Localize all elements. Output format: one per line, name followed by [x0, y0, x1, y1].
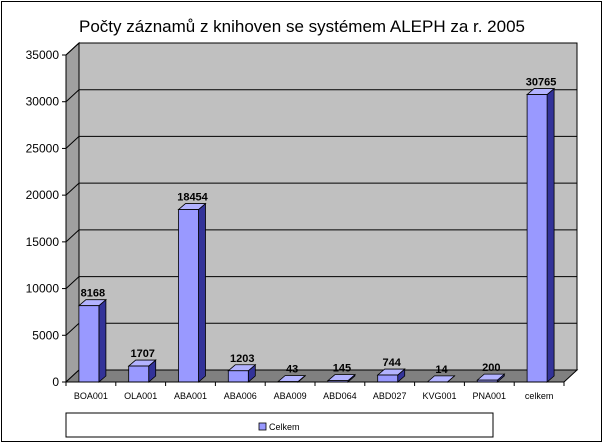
- legend-box: [65, 412, 494, 438]
- x-tick-label: OLA001: [124, 391, 157, 401]
- y-tick-label: 10000: [26, 282, 60, 296]
- x-tick-label: celkem: [525, 391, 554, 401]
- y-axis-ticks: 0 5000 10000 15000 20000 25000 30000 35000: [26, 48, 67, 389]
- bar: [376, 368, 406, 383]
- bar: [526, 87, 556, 383]
- gridline-side: [65, 276, 80, 289]
- data-label: 43: [286, 364, 298, 376]
- x-axis-ticks: BOA001 OLA001 ABA001 ABA006 ABA009 ABD064 ABD0…: [65, 381, 565, 401]
- legend: Celkem: [65, 412, 494, 438]
- y-tick-label: 15000: [26, 235, 60, 249]
- gridline-side: [65, 42, 80, 56]
- bars: [77, 87, 556, 383]
- bar-front: [178, 209, 199, 383]
- y-tick-label: 0: [52, 375, 59, 389]
- x-tick-label: ABA006: [224, 391, 257, 401]
- side-wall: [65, 41, 80, 384]
- gridlines: [65, 42, 577, 336]
- gridline-side: [65, 182, 80, 196]
- bar: [127, 359, 157, 383]
- bar-front: [526, 94, 548, 383]
- y-tick-label: 30000: [26, 95, 60, 109]
- y-tick-label: 5000: [32, 328, 59, 342]
- chart-title: Počty záznamů z knihoven se systémem ALE…: [79, 17, 525, 36]
- data-label: 200: [482, 362, 500, 374]
- gridline-side: [65, 322, 80, 336]
- legend-label: Celkem: [269, 422, 300, 432]
- x-tick-label: ABA001: [174, 391, 207, 401]
- bar-side: [98, 298, 107, 383]
- legend-swatch: [258, 422, 267, 431]
- x-tick-label: KVG001: [422, 391, 456, 401]
- x-tick-label: ABD027: [373, 391, 407, 401]
- data-label: 1203: [230, 353, 254, 365]
- bar-front: [78, 305, 100, 383]
- plot-walls: [64, 41, 579, 384]
- x-tick-label: ABA009: [274, 391, 307, 401]
- data-label: 30765: [526, 77, 557, 89]
- back-wall: [78, 42, 578, 371]
- bar: [326, 373, 356, 383]
- data-labels: 8168 1707 18454 1203 43 145 744 14 200 30765: [81, 77, 557, 376]
- data-label: 1707: [130, 348, 154, 360]
- bar: [227, 363, 257, 383]
- data-label: 14: [435, 364, 448, 376]
- bar: [476, 373, 506, 383]
- gridline-side: [65, 229, 80, 243]
- x-tick-label: BOA001: [74, 391, 108, 401]
- data-label: 145: [333, 363, 351, 375]
- x-tick-label: ABD064: [323, 391, 357, 401]
- bar-front: [377, 374, 399, 383]
- data-label: 744: [383, 357, 402, 369]
- x-tick-label: PNA001: [473, 391, 507, 401]
- y-tick-label: 35000: [26, 48, 60, 62]
- gridline-side: [65, 136, 80, 149]
- bar: [177, 202, 207, 383]
- gridline-side: [65, 89, 80, 103]
- bar-front: [227, 370, 249, 383]
- bar-side: [546, 87, 555, 383]
- y-tick-label: 25000: [26, 141, 60, 155]
- data-label: 8168: [81, 288, 105, 300]
- data-label: 18454: [177, 192, 208, 204]
- bar-front: [128, 365, 150, 383]
- y-tick-label: 20000: [26, 188, 60, 202]
- bar: [77, 298, 107, 383]
- bar-side: [198, 202, 206, 383]
